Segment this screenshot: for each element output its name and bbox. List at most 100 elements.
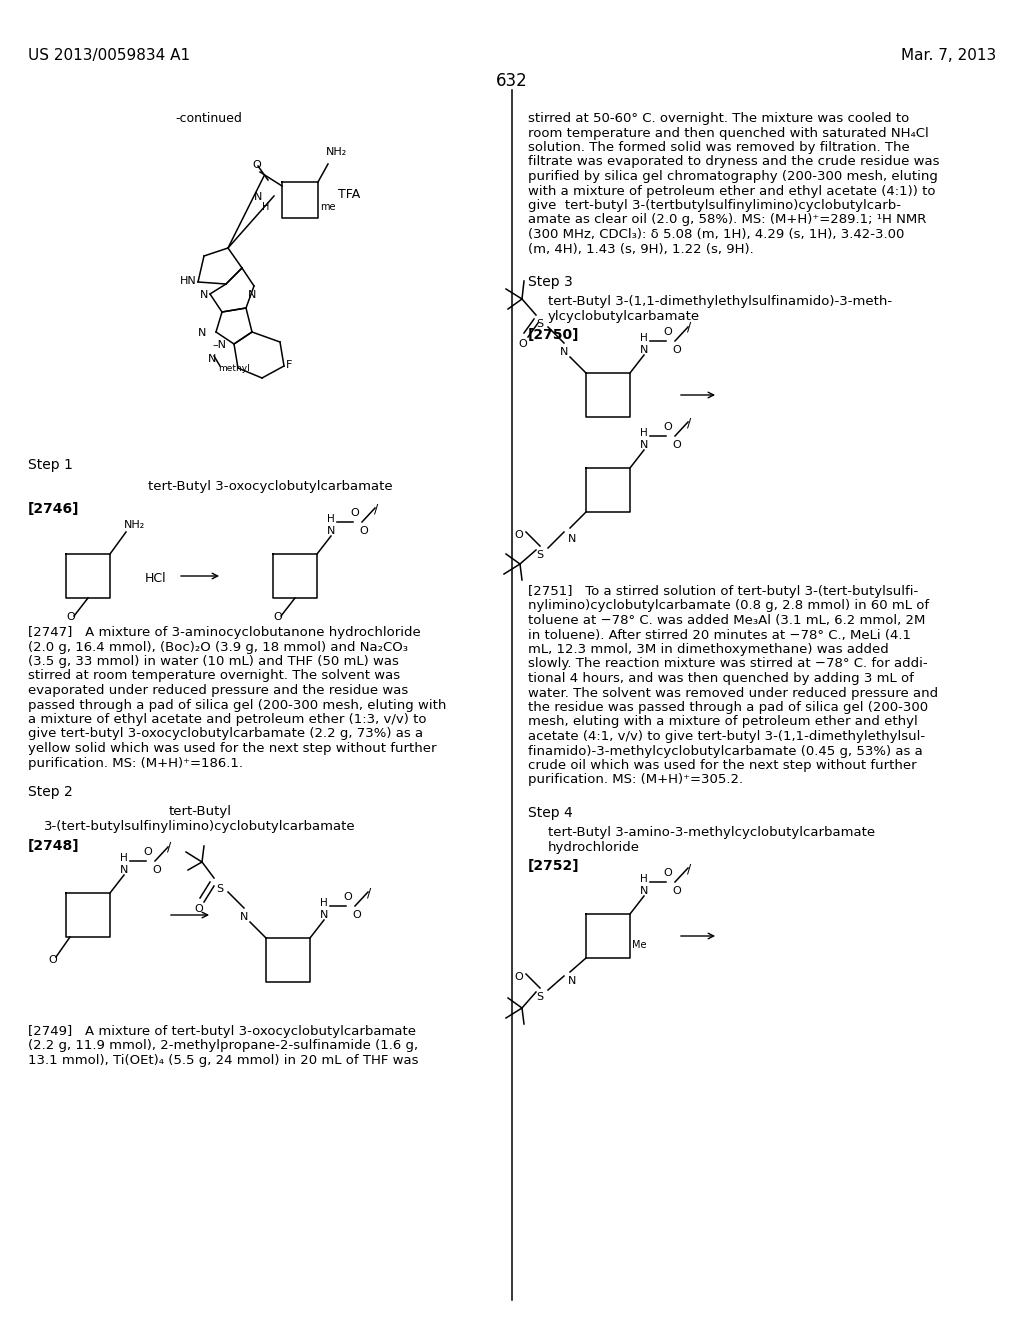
Text: H: H [327, 513, 335, 524]
Text: water. The solvent was removed under reduced pressure and: water. The solvent was removed under red… [528, 686, 938, 700]
Text: O: O [359, 525, 368, 536]
Text: (300 MHz, CDCl₃): δ 5.08 (m, 1H), 4.29 (s, 1H), 3.42-3.00: (300 MHz, CDCl₃): δ 5.08 (m, 1H), 4.29 (… [528, 228, 904, 242]
Text: stirred at 50-60° C. overnight. The mixture was cooled to: stirred at 50-60° C. overnight. The mixt… [528, 112, 909, 125]
Text: [2751]   To a stirred solution of tert-butyl 3-(tert-butylsulfi-: [2751] To a stirred solution of tert-but… [528, 585, 919, 598]
Text: S: S [536, 993, 543, 1002]
Text: mesh, eluting with a mixture of petroleum ether and ethyl: mesh, eluting with a mixture of petroleu… [528, 715, 918, 729]
Text: HCl: HCl [145, 572, 167, 585]
Text: (2.0 g, 16.4 mmol), (Boc)₂O (3.9 g, 18 mmol) and Na₂CO₃: (2.0 g, 16.4 mmol), (Boc)₂O (3.9 g, 18 m… [28, 640, 408, 653]
Text: O: O [514, 531, 522, 540]
Text: N: N [327, 525, 336, 536]
Text: /: / [687, 862, 691, 875]
Text: Me: Me [632, 940, 646, 950]
Text: purification. MS: (M+H)⁺=305.2.: purification. MS: (M+H)⁺=305.2. [528, 774, 743, 787]
Text: S: S [216, 884, 223, 894]
Text: S: S [536, 550, 543, 560]
Text: O: O [672, 345, 681, 355]
Text: H: H [640, 333, 648, 343]
Text: 3-(tert-butylsulfinylimino)cyclobutylcarbamate: 3-(tert-butylsulfinylimino)cyclobutylcar… [44, 820, 355, 833]
Text: (3.5 g, 33 mmol) in water (10 mL) and THF (50 mL) was: (3.5 g, 33 mmol) in water (10 mL) and TH… [28, 655, 399, 668]
Text: tert-Butyl 3-oxocyclobutylcarbamate: tert-Butyl 3-oxocyclobutylcarbamate [148, 480, 392, 492]
Text: O: O [663, 869, 672, 878]
Text: O: O [352, 909, 360, 920]
Text: H: H [262, 202, 269, 213]
Text: O: O [518, 339, 526, 348]
Text: [2750]: [2750] [528, 327, 580, 342]
Text: the residue was passed through a pad of silica gel (200-300: the residue was passed through a pad of … [528, 701, 928, 714]
Text: N: N [208, 354, 216, 364]
Text: 13.1 mmol), Ti(OEt)₄ (5.5 g, 24 mmol) in 20 mL of THF was: 13.1 mmol), Ti(OEt)₄ (5.5 g, 24 mmol) in… [28, 1053, 419, 1067]
Text: [2747]   A mixture of 3-aminocyclobutanone hydrochloride: [2747] A mixture of 3-aminocyclobutanone… [28, 626, 421, 639]
Text: O: O [152, 865, 161, 875]
Text: slowly. The reaction mixture was stirred at −78° C. for addi-: slowly. The reaction mixture was stirred… [528, 657, 928, 671]
Text: O: O [663, 327, 672, 337]
Text: tert-Butyl: tert-Butyl [169, 805, 231, 818]
Text: methyl: methyl [218, 364, 250, 374]
Text: /: / [167, 841, 171, 854]
Text: N: N [120, 865, 128, 875]
Text: N: N [640, 886, 648, 896]
Text: tert-Butyl 3-amino-3-methylcyclobutylcarbamate: tert-Butyl 3-amino-3-methylcyclobutylcar… [548, 826, 876, 840]
Text: N: N [319, 909, 329, 920]
Text: H: H [120, 853, 128, 863]
Text: O: O [672, 440, 681, 450]
Text: 632: 632 [496, 73, 528, 90]
Text: with a mixture of petroleum ether and ethyl acetate (4:1)) to: with a mixture of petroleum ether and et… [528, 185, 936, 198]
Text: O: O [48, 954, 56, 965]
Text: give  tert-butyl 3-(tertbutylsulfinylimino)cyclobutylcarb-: give tert-butyl 3-(tertbutylsulfinylimin… [528, 199, 901, 213]
Text: O: O [66, 612, 75, 622]
Text: H: H [640, 428, 648, 438]
Text: hydrochloride: hydrochloride [548, 841, 640, 854]
Text: N: N [240, 912, 249, 921]
Text: me: me [319, 202, 336, 213]
Text: HN: HN [180, 276, 197, 286]
Text: H: H [319, 898, 328, 908]
Text: stirred at room temperature overnight. The solvent was: stirred at room temperature overnight. T… [28, 669, 400, 682]
Text: N: N [200, 290, 208, 300]
Text: O: O [343, 892, 352, 902]
Text: solution. The formed solid was removed by filtration. The: solution. The formed solid was removed b… [528, 141, 909, 154]
Text: N: N [640, 345, 648, 355]
Text: S: S [536, 319, 543, 329]
Text: NH₂: NH₂ [326, 147, 347, 157]
Text: F: F [286, 360, 293, 370]
Text: Step 2: Step 2 [28, 785, 73, 799]
Text: Step 3: Step 3 [528, 275, 572, 289]
Text: Step 1: Step 1 [28, 458, 73, 473]
Text: [2749]   A mixture of tert-butyl 3-oxocyclobutylcarbamate: [2749] A mixture of tert-butyl 3-oxocycl… [28, 1026, 416, 1038]
Text: N: N [560, 347, 568, 356]
Text: N: N [254, 191, 262, 202]
Text: O: O [273, 612, 282, 622]
Text: purified by silica gel chromatography (200-300 mesh, eluting: purified by silica gel chromatography (2… [528, 170, 938, 183]
Text: evaporated under reduced pressure and the residue was: evaporated under reduced pressure and th… [28, 684, 409, 697]
Text: US 2013/0059834 A1: US 2013/0059834 A1 [28, 48, 190, 63]
Text: tional 4 hours, and was then quenched by adding 3 mL of: tional 4 hours, and was then quenched by… [528, 672, 913, 685]
Text: N: N [568, 535, 577, 544]
Text: /: / [687, 416, 691, 429]
Text: passed through a pad of silica gel (200-300 mesh, eluting with: passed through a pad of silica gel (200-… [28, 698, 446, 711]
Text: nylimino)cyclobutylcarbamate (0.8 g, 2.8 mmol) in 60 mL of: nylimino)cyclobutylcarbamate (0.8 g, 2.8… [528, 599, 929, 612]
Text: [2748]: [2748] [28, 840, 80, 853]
Text: N: N [248, 290, 256, 300]
Text: give tert-butyl 3-oxocyclobutylcarbamate (2.2 g, 73%) as a: give tert-butyl 3-oxocyclobutylcarbamate… [28, 727, 423, 741]
Text: tert-Butyl 3-(1,1-dimethylethylsulfinamido)-3-meth-: tert-Butyl 3-(1,1-dimethylethylsulfinami… [548, 294, 892, 308]
Text: O: O [252, 160, 261, 170]
Text: a mixture of ethyl acetate and petroleum ether (1:3, v/v) to: a mixture of ethyl acetate and petroleum… [28, 713, 427, 726]
Text: /: / [374, 502, 378, 515]
Text: room temperature and then quenched with saturated NH₄Cl: room temperature and then quenched with … [528, 127, 929, 140]
Text: O: O [143, 847, 152, 857]
Text: [2746]: [2746] [28, 502, 80, 516]
Text: -continued: -continued [175, 112, 242, 125]
Text: yellow solid which was used for the next step without further: yellow solid which was used for the next… [28, 742, 436, 755]
Text: N: N [198, 327, 207, 338]
Text: O: O [350, 508, 358, 517]
Text: N: N [568, 975, 577, 986]
Text: O: O [514, 972, 522, 982]
Text: crude oil which was used for the next step without further: crude oil which was used for the next st… [528, 759, 916, 772]
Text: purification. MS: (M+H)⁺=186.1.: purification. MS: (M+H)⁺=186.1. [28, 756, 243, 770]
Text: (m, 4H), 1.43 (s, 9H), 1.22 (s, 9H).: (m, 4H), 1.43 (s, 9H), 1.22 (s, 9H). [528, 243, 754, 256]
Text: –N: –N [212, 341, 226, 350]
Text: /: / [687, 321, 691, 334]
Text: O: O [663, 422, 672, 432]
Text: H: H [640, 874, 648, 884]
